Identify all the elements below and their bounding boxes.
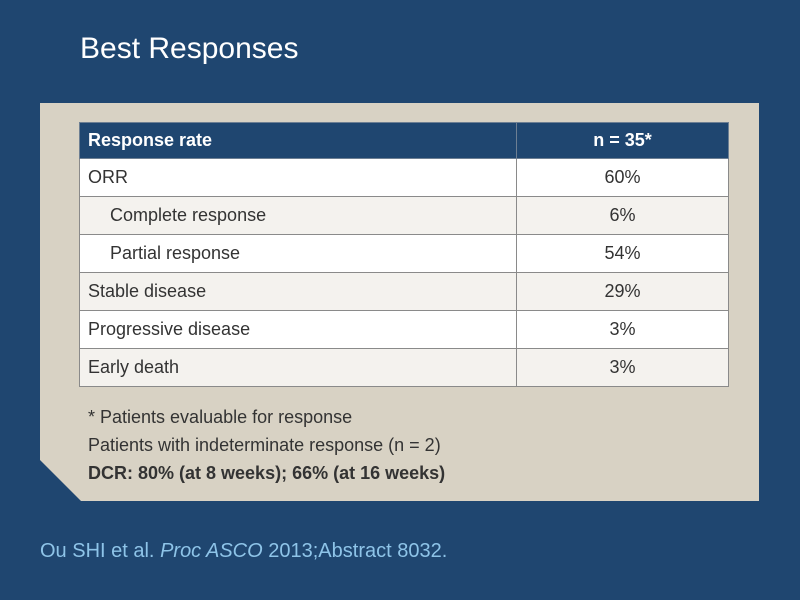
citation-authors: Ou SHI et al. <box>40 540 161 562</box>
dcr-note: DCR: 80% (at 8 weeks); 66% (at 16 weeks) <box>88 463 446 483</box>
header-response-rate: Response rate <box>79 122 517 159</box>
row-value: 3% <box>516 310 729 349</box>
row-label: Stable disease <box>79 272 517 311</box>
indeterminate-note: Patients with indeterminate response (n … <box>88 435 441 455</box>
row-value: 3% <box>516 348 729 387</box>
citation: Ou SHI et al. Proc ASCO 2013;Abstract 80… <box>40 540 447 563</box>
row-value: 60% <box>516 158 729 197</box>
table-row: Complete response 6% <box>79 196 729 235</box>
row-label: Progressive disease <box>79 310 517 349</box>
row-value: 29% <box>516 272 729 311</box>
table-notes: * Patients evaluable for response Patien… <box>88 403 445 487</box>
table-row: ORR 60% <box>79 158 729 197</box>
row-label: Early death <box>79 348 517 387</box>
citation-details: 2013;Abstract 8032. <box>262 540 448 562</box>
slide-title: Best Responses <box>80 32 299 65</box>
row-label: ORR <box>79 158 517 197</box>
row-value: 54% <box>516 234 729 273</box>
header-n: n = 35* <box>516 122 729 159</box>
table-row: Early death 3% <box>79 348 729 387</box>
citation-journal: Proc ASCO <box>160 540 263 562</box>
response-table: Response rate n = 35* ORR 60% Complete r… <box>79 122 729 387</box>
row-label: Complete response <box>79 196 517 235</box>
row-label: Partial response <box>79 234 517 273</box>
table-header-row: Response rate n = 35* <box>79 122 729 159</box>
table-row: Stable disease 29% <box>79 272 729 311</box>
table-row: Partial response 54% <box>79 234 729 273</box>
row-value: 6% <box>516 196 729 235</box>
table-row: Progressive disease 3% <box>79 310 729 349</box>
footnote: * Patients evaluable for response <box>88 407 353 427</box>
